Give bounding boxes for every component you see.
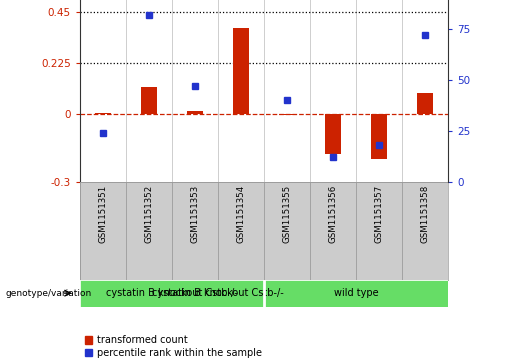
Text: GSM1151353: GSM1151353 bbox=[191, 184, 199, 243]
Bar bbox=[141, 87, 157, 114]
Text: cystatin B knockout Cstb-/-: cystatin B knockout Cstb-/- bbox=[106, 288, 238, 298]
Bar bbox=[126, 182, 172, 280]
Bar bbox=[264, 280, 448, 307]
Bar bbox=[172, 182, 218, 280]
Bar bbox=[402, 182, 448, 280]
Bar bbox=[80, 182, 126, 280]
Bar bbox=[218, 182, 264, 280]
Text: GSM1151356: GSM1151356 bbox=[329, 184, 337, 243]
Bar bbox=[187, 111, 203, 114]
Bar bbox=[279, 114, 295, 115]
Text: GSM1151351: GSM1151351 bbox=[98, 184, 107, 243]
Bar bbox=[417, 93, 433, 114]
Text: GSM1151358: GSM1151358 bbox=[421, 184, 430, 243]
Bar bbox=[95, 113, 111, 114]
Bar bbox=[233, 28, 249, 114]
Bar bbox=[80, 280, 264, 307]
Bar bbox=[325, 114, 341, 154]
Text: GSM1151357: GSM1151357 bbox=[374, 184, 384, 243]
Bar bbox=[264, 182, 310, 280]
Legend: transformed count, percentile rank within the sample: transformed count, percentile rank withi… bbox=[84, 335, 262, 358]
Text: cystatin B knockout Cstb-/-: cystatin B knockout Cstb-/- bbox=[152, 288, 284, 298]
Bar bbox=[310, 182, 356, 280]
Bar bbox=[371, 114, 387, 159]
Text: GSM1151352: GSM1151352 bbox=[144, 184, 153, 243]
Text: GSM1151355: GSM1151355 bbox=[282, 184, 291, 243]
Text: wild type: wild type bbox=[334, 288, 379, 298]
Text: GSM1151354: GSM1151354 bbox=[236, 184, 246, 243]
Bar bbox=[356, 182, 402, 280]
Text: genotype/variation: genotype/variation bbox=[5, 289, 91, 298]
